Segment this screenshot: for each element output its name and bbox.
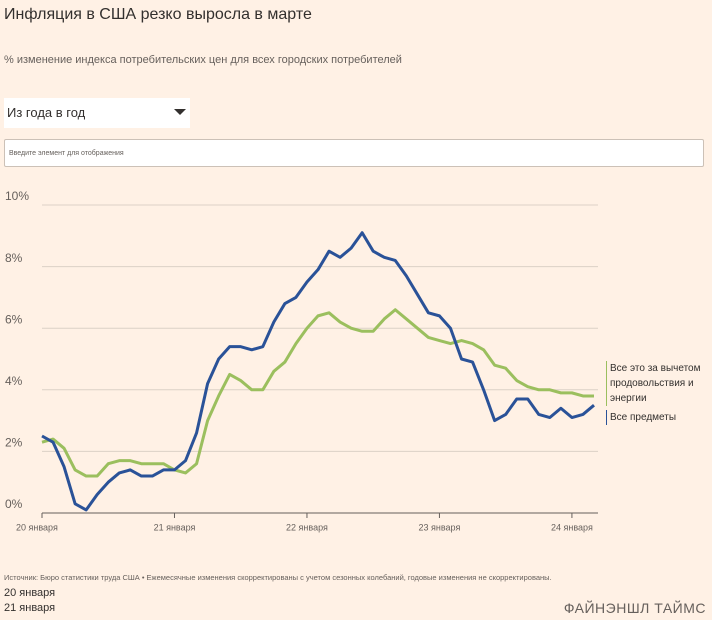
note: 21 января <box>4 602 56 614</box>
legend-entry: Все предметы <box>606 410 706 425</box>
dropdown-label: Из года в год <box>7 105 86 120</box>
y-tick-label: 0% <box>5 497 23 511</box>
x-tick-label: 22 января <box>286 522 328 532</box>
chart: 0% 2% 4% 6% 8% 10% 20 января 21 января 22 января… <box>5 190 598 532</box>
y-tick-label: 10% <box>5 190 29 203</box>
y-tick-label: 8% <box>5 251 23 265</box>
subtitle: % изменение индекса потребительских цен … <box>4 54 402 66</box>
x-tick-label: 24 января <box>551 522 593 532</box>
series-line <box>41 231 595 512</box>
title: Инфляция в США резко выросла в марте <box>4 6 312 23</box>
series-line <box>41 308 594 478</box>
source: Источник: Бюро статистики труда США • Еж… <box>4 573 552 582</box>
note: 20 января <box>4 587 56 599</box>
search-input[interactable]: Введите элемент для отображения <box>4 139 704 167</box>
legend-entry: Все это за вычетом продовольствия и энер… <box>606 361 706 406</box>
dropdown[interactable]: Из года в год <box>4 98 190 128</box>
y-tick-label: 6% <box>5 312 23 326</box>
x-tick-label: 23 января <box>419 522 461 532</box>
dropdown-arrow <box>174 109 186 115</box>
legend: Все это за вычетом продовольствия и энер… <box>606 361 706 429</box>
y-tick-label: 2% <box>5 436 23 450</box>
x-tick-label: 21 января <box>154 522 196 532</box>
y-tick-label: 4% <box>5 374 23 388</box>
brand: ФАЙНЭНШЛ ТАЙМС <box>563 600 706 616</box>
x-tick-label: 20 января <box>16 522 58 532</box>
